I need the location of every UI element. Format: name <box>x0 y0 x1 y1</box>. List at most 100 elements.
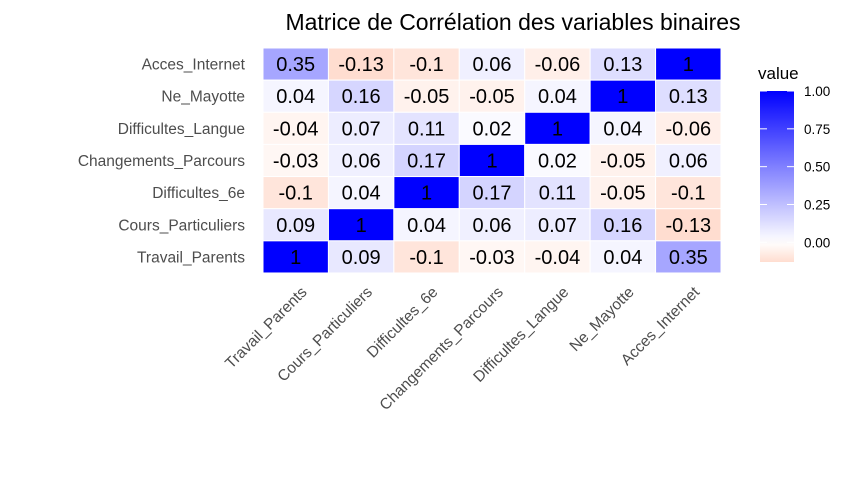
heatmap-cell-cours-particuliers-difficultes-langue <box>524 208 591 242</box>
cell-value-label: -0.03 <box>469 247 515 269</box>
legend-tick-label: 0.75 <box>804 122 830 137</box>
cell-value-label: 0.06 <box>669 150 708 172</box>
heatmap-cell-travail-parents-ne-mayotte <box>589 240 657 274</box>
heatmap-cell-acces-internet-ne-mayotte <box>589 47 657 81</box>
cell-value-label: -0.06 <box>535 54 581 76</box>
y-tick-label: Ne_Mayotte <box>161 89 245 106</box>
cell-value-label: 0.04 <box>603 118 642 140</box>
cell-value-label: 0.04 <box>538 86 577 108</box>
heatmap-cell-difficultes-6e-difficultes-6e <box>393 176 460 210</box>
chart-title: Matrice de Corrélation des variables bin… <box>285 9 740 35</box>
legend-ticks: 1.00 0.75 0.50 0.25 0.00 <box>760 84 830 250</box>
heatmap-cell-ne-mayotte-difficultes-langue <box>524 79 591 113</box>
cell-value-label: 1 <box>290 247 301 269</box>
heatmap-cell-difficultes-6e-travail-parents <box>262 176 329 210</box>
cell-value-label: 0.17 <box>473 183 512 205</box>
heatmap-cell-travail-parents-difficultes-langue <box>524 240 591 274</box>
heatmap-cell-difficultes-langue-difficultes-6e <box>393 111 460 145</box>
cell-value-label: 1 <box>486 150 497 172</box>
cell-value-label: 0.16 <box>603 215 642 237</box>
cell-value-label: 0.04 <box>603 247 642 269</box>
cell-value-label: -0.1 <box>409 247 443 269</box>
heatmap-cell-travail-parents-travail-parents <box>262 240 329 274</box>
legend-tick-label: 0.25 <box>804 197 830 212</box>
cell-value-label: 1 <box>683 54 694 76</box>
y-tick-label: Acces_Internet <box>142 57 246 74</box>
cell-value-label: 0.09 <box>342 247 381 269</box>
cell-value-label: 0.07 <box>538 215 577 237</box>
cell-value-label: -0.04 <box>535 247 581 269</box>
legend-colorbar <box>760 91 794 262</box>
heatmap-cell-changements-parcours-travail-parents <box>262 143 329 178</box>
cell-value-label: 0.04 <box>407 215 446 237</box>
heatmap-cell-changements-parcours-acces-internet <box>655 143 722 178</box>
heatmap-cell-difficultes-langue-difficultes-langue <box>524 111 591 145</box>
cell-value-label: 1 <box>421 183 432 205</box>
heatmap-cell-changements-parcours-ne-mayotte <box>589 143 657 178</box>
y-tick-label: Difficultes_Langue <box>118 121 245 138</box>
heatmap-cell-ne-mayotte-difficultes-6e <box>393 79 460 113</box>
cell-value-label: 0.04 <box>276 86 315 108</box>
cell-value-label: 0.11 <box>539 183 576 205</box>
y-tick-label: Travail_Parents <box>137 249 245 266</box>
cell-value-label: -0.03 <box>273 150 319 172</box>
legend-tick-label: 0.00 <box>804 235 830 250</box>
legend-title: value <box>758 64 799 83</box>
heatmap-cell-cours-particuliers-travail-parents <box>262 208 329 242</box>
heatmap-cell-difficultes-langue-ne-mayotte <box>589 111 657 145</box>
legend-tick-label: 0.50 <box>804 160 830 175</box>
cell-value-label: -0.05 <box>469 86 515 108</box>
cell-value-label: 0.02 <box>538 150 577 172</box>
color-legend: value 1.00 0.75 0.50 0.25 0.00 <box>758 64 830 262</box>
y-tick-label: Difficultes_6e <box>152 185 245 202</box>
cell-value-label: 0.16 <box>342 86 381 108</box>
cell-value-label: 0.11 <box>408 118 445 140</box>
heatmap-cell-difficultes-langue-acces-internet <box>655 111 722 145</box>
heatmap-cell-ne-mayotte-acces-internet <box>655 79 722 113</box>
heatmap-cell-travail-parents-acces-internet <box>655 240 722 274</box>
cell-value-label: 0.04 <box>342 183 381 205</box>
cell-value-label: 0.35 <box>669 247 708 269</box>
heatmap-cell-acces-internet-travail-parents <box>262 47 329 81</box>
heatmap-cell-travail-parents-changements-parcours <box>458 240 526 274</box>
cell-value-label: -0.06 <box>665 118 711 140</box>
cell-value-label: 0.35 <box>276 54 315 76</box>
cell-value-label: 0.13 <box>603 54 642 76</box>
y-tick-label: Changements_Parcours <box>78 153 245 170</box>
cell-value-label: 0.06 <box>473 215 512 237</box>
cell-value-label: 0.06 <box>342 150 381 172</box>
legend-tick-label: 1.00 <box>804 84 830 99</box>
cell-value-label: 1 <box>617 86 628 108</box>
heatmap-cell-cours-particuliers-cours-particuliers <box>327 208 395 242</box>
heatmap-cell-difficultes-langue-cours-particuliers <box>327 111 395 145</box>
cell-value-label: 0.13 <box>669 86 708 108</box>
cell-value-label: 0.02 <box>473 118 512 140</box>
cell-value-label: -0.13 <box>665 215 711 237</box>
heatmap-cell-cours-particuliers-acces-internet <box>655 208 722 242</box>
cell-value-label: 1 <box>356 215 367 237</box>
heatmap-cell-cours-particuliers-changements-parcours <box>458 208 526 242</box>
heatmap-cell-difficultes-langue-changements-parcours <box>458 111 526 145</box>
cell-value-label: 0.09 <box>276 215 315 237</box>
x-tick-label: Ne_Mayotte <box>567 284 638 355</box>
cell-value-label: 1 <box>552 118 563 140</box>
cell-value-label: -0.1 <box>278 183 312 205</box>
cell-value-label: 0.17 <box>407 150 446 172</box>
cell-value-label: -0.13 <box>338 54 384 76</box>
cell-value-label: -0.1 <box>409 54 443 76</box>
heatmap-cell-travail-parents-difficultes-6e <box>393 240 460 274</box>
x-axis-labels: Travail_ParentsCours_ParticuliersDifficu… <box>222 283 703 414</box>
cell-value-label: -0.05 <box>404 86 450 108</box>
heatmap-cells: 0.35 -0.13 -0.1 0.06 -0.06 0.13 1 0.04 0.16 -0.05… <box>262 47 722 274</box>
cell-value-label: -0.1 <box>671 183 705 205</box>
y-tick-label: Cours_Particuliers <box>118 217 245 234</box>
cell-value-label: 0.07 <box>342 118 381 140</box>
cell-value-label: 0.06 <box>473 54 512 76</box>
heatmap-cell-ne-mayotte-travail-parents <box>262 79 329 113</box>
x-tick-label: Changements_Parcours <box>377 284 507 414</box>
cell-value-label: -0.05 <box>600 183 646 205</box>
y-axis-labels: Acces_Internet Ne_Mayotte Difficultes_Lang… <box>78 57 246 267</box>
heatmap-cell-acces-internet-cours-particuliers <box>327 47 395 81</box>
cell-value-label: -0.05 <box>600 150 646 172</box>
